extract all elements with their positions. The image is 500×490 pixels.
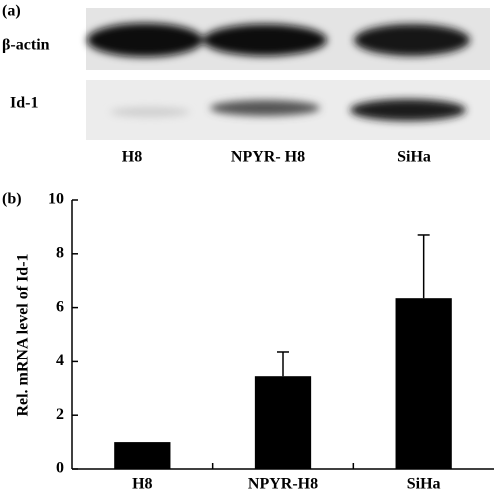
band [350, 99, 466, 121]
bands [110, 99, 466, 121]
band [210, 100, 320, 116]
lane-label: SiHa [397, 149, 431, 166]
bar [395, 298, 452, 469]
y-tick-label: 8 [56, 244, 64, 261]
lane-label: H8 [122, 149, 142, 166]
bar [114, 442, 171, 469]
row-label: Id-1 [10, 95, 38, 112]
band [354, 24, 470, 56]
y-tick-label: 10 [48, 191, 64, 208]
x-tick-label: H8 [132, 476, 152, 490]
y-tick-label: 2 [56, 406, 64, 423]
x-tick-label: NPYR-H8 [248, 476, 318, 490]
y-tick-label: 6 [56, 298, 64, 315]
y-axis-label: Rel. mRNA level of Id-1 [15, 253, 32, 416]
band [110, 107, 190, 117]
blot [86, 8, 490, 140]
panel-label: (a) [2, 3, 21, 20]
row-label: β-actin [2, 37, 50, 54]
band [203, 24, 327, 56]
lane-label: NPYR- H8 [231, 149, 305, 166]
panel-label: (b) [2, 191, 22, 208]
y-tick-label: 0 [56, 460, 64, 477]
bands [87, 23, 470, 57]
bar [254, 376, 312, 469]
y-tick-label: 4 [56, 352, 64, 369]
band [87, 23, 203, 57]
x-tick-label: SiHa [407, 476, 441, 490]
